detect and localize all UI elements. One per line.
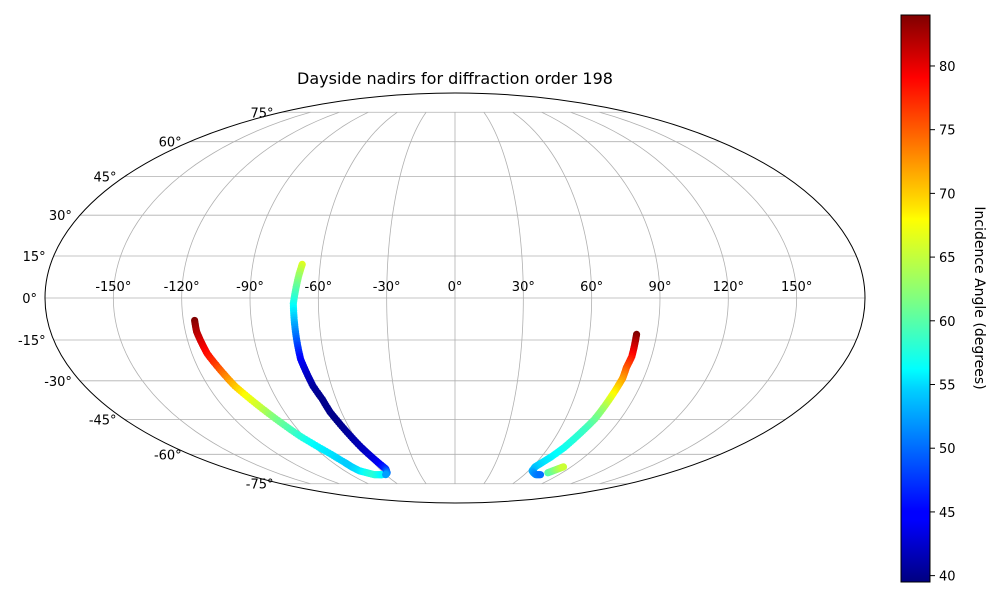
colorbar-tick-label: 70 [939,187,956,202]
latitude-tick-labels: 75° 60° 45° 30° 15° 0° -15° -30° -45° -60° -75° [18,106,274,492]
latitude-tick-label: -45° [89,413,117,428]
colorbar-tick-label: 55 [939,379,956,394]
longitude-tick-label: 90° [648,280,671,295]
longitude-gridline [541,111,661,485]
longitude-tick-label: -30° [373,280,401,295]
longitude-tick-label: 60° [580,280,603,295]
longitude-tick-label: -60° [304,280,332,295]
latitude-tick-label: -75° [246,478,274,493]
longitude-tick-labels: -150° -120° -90° -60° -30° 0° 30° 60° 90° 120° 150… [95,280,812,295]
longitude-tick-label: 150° [781,280,812,295]
latitude-tick-label: -30° [44,375,72,390]
longitude-gridline [599,111,798,485]
longitude-gridline [570,111,729,485]
longitude-tick-label: 0° [448,280,463,295]
latitude-tick-label: -15° [18,334,46,349]
colorbar-tick-label: 60 [939,315,956,330]
colorbar-ticks: 40 45 50 55 60 65 70 75 80 [930,60,956,585]
colorbar-tick-label: 40 [939,570,956,585]
scatter-points [191,260,641,479]
latitude-tick-label: 60° [159,136,182,151]
longitude-gridline [483,112,524,484]
colorbar-tick-label: 80 [939,60,956,75]
colorbar-tick-label: 45 [939,506,956,521]
longitude-gridline [181,111,340,485]
longitude-gridline [512,111,593,485]
colorbar-gradient [900,14,931,583]
latitude-tick-label: 45° [94,171,117,186]
graticule-grid [45,111,865,485]
chart-title: Dayside nadirs for diffraction order 198 [297,69,613,88]
latitude-tick-label: 15° [23,250,46,265]
longitude-tick-label: 30° [512,280,535,295]
latitude-tick-label: 75° [250,106,273,121]
longitude-gridline [386,112,427,484]
latitude-tick-label: 30° [49,209,72,224]
map-boundary [44,92,866,504]
longitude-tick-label: 120° [713,280,744,295]
longitude-tick-label: -90° [236,280,264,295]
longitude-gridline [112,111,311,485]
latitude-tick-label: -60° [154,448,182,463]
data-point [382,471,390,479]
longitude-tick-label: -120° [164,280,200,295]
longitude-tick-label: -150° [95,280,131,295]
colorbar: 40 45 50 55 60 65 70 75 80 Incidence Angle (degr… [900,14,987,585]
colorbar-label: Incidence Angle (degrees) [971,206,987,389]
data-point [559,463,568,471]
latitude-tick-label: 0° [22,292,37,307]
colorbar-tick-label: 50 [939,442,956,457]
longitude-gridline [317,111,398,485]
colorbar-tick-label: 65 [939,251,956,266]
data-point [536,471,545,479]
colorbar-tick-label: 75 [939,124,956,139]
